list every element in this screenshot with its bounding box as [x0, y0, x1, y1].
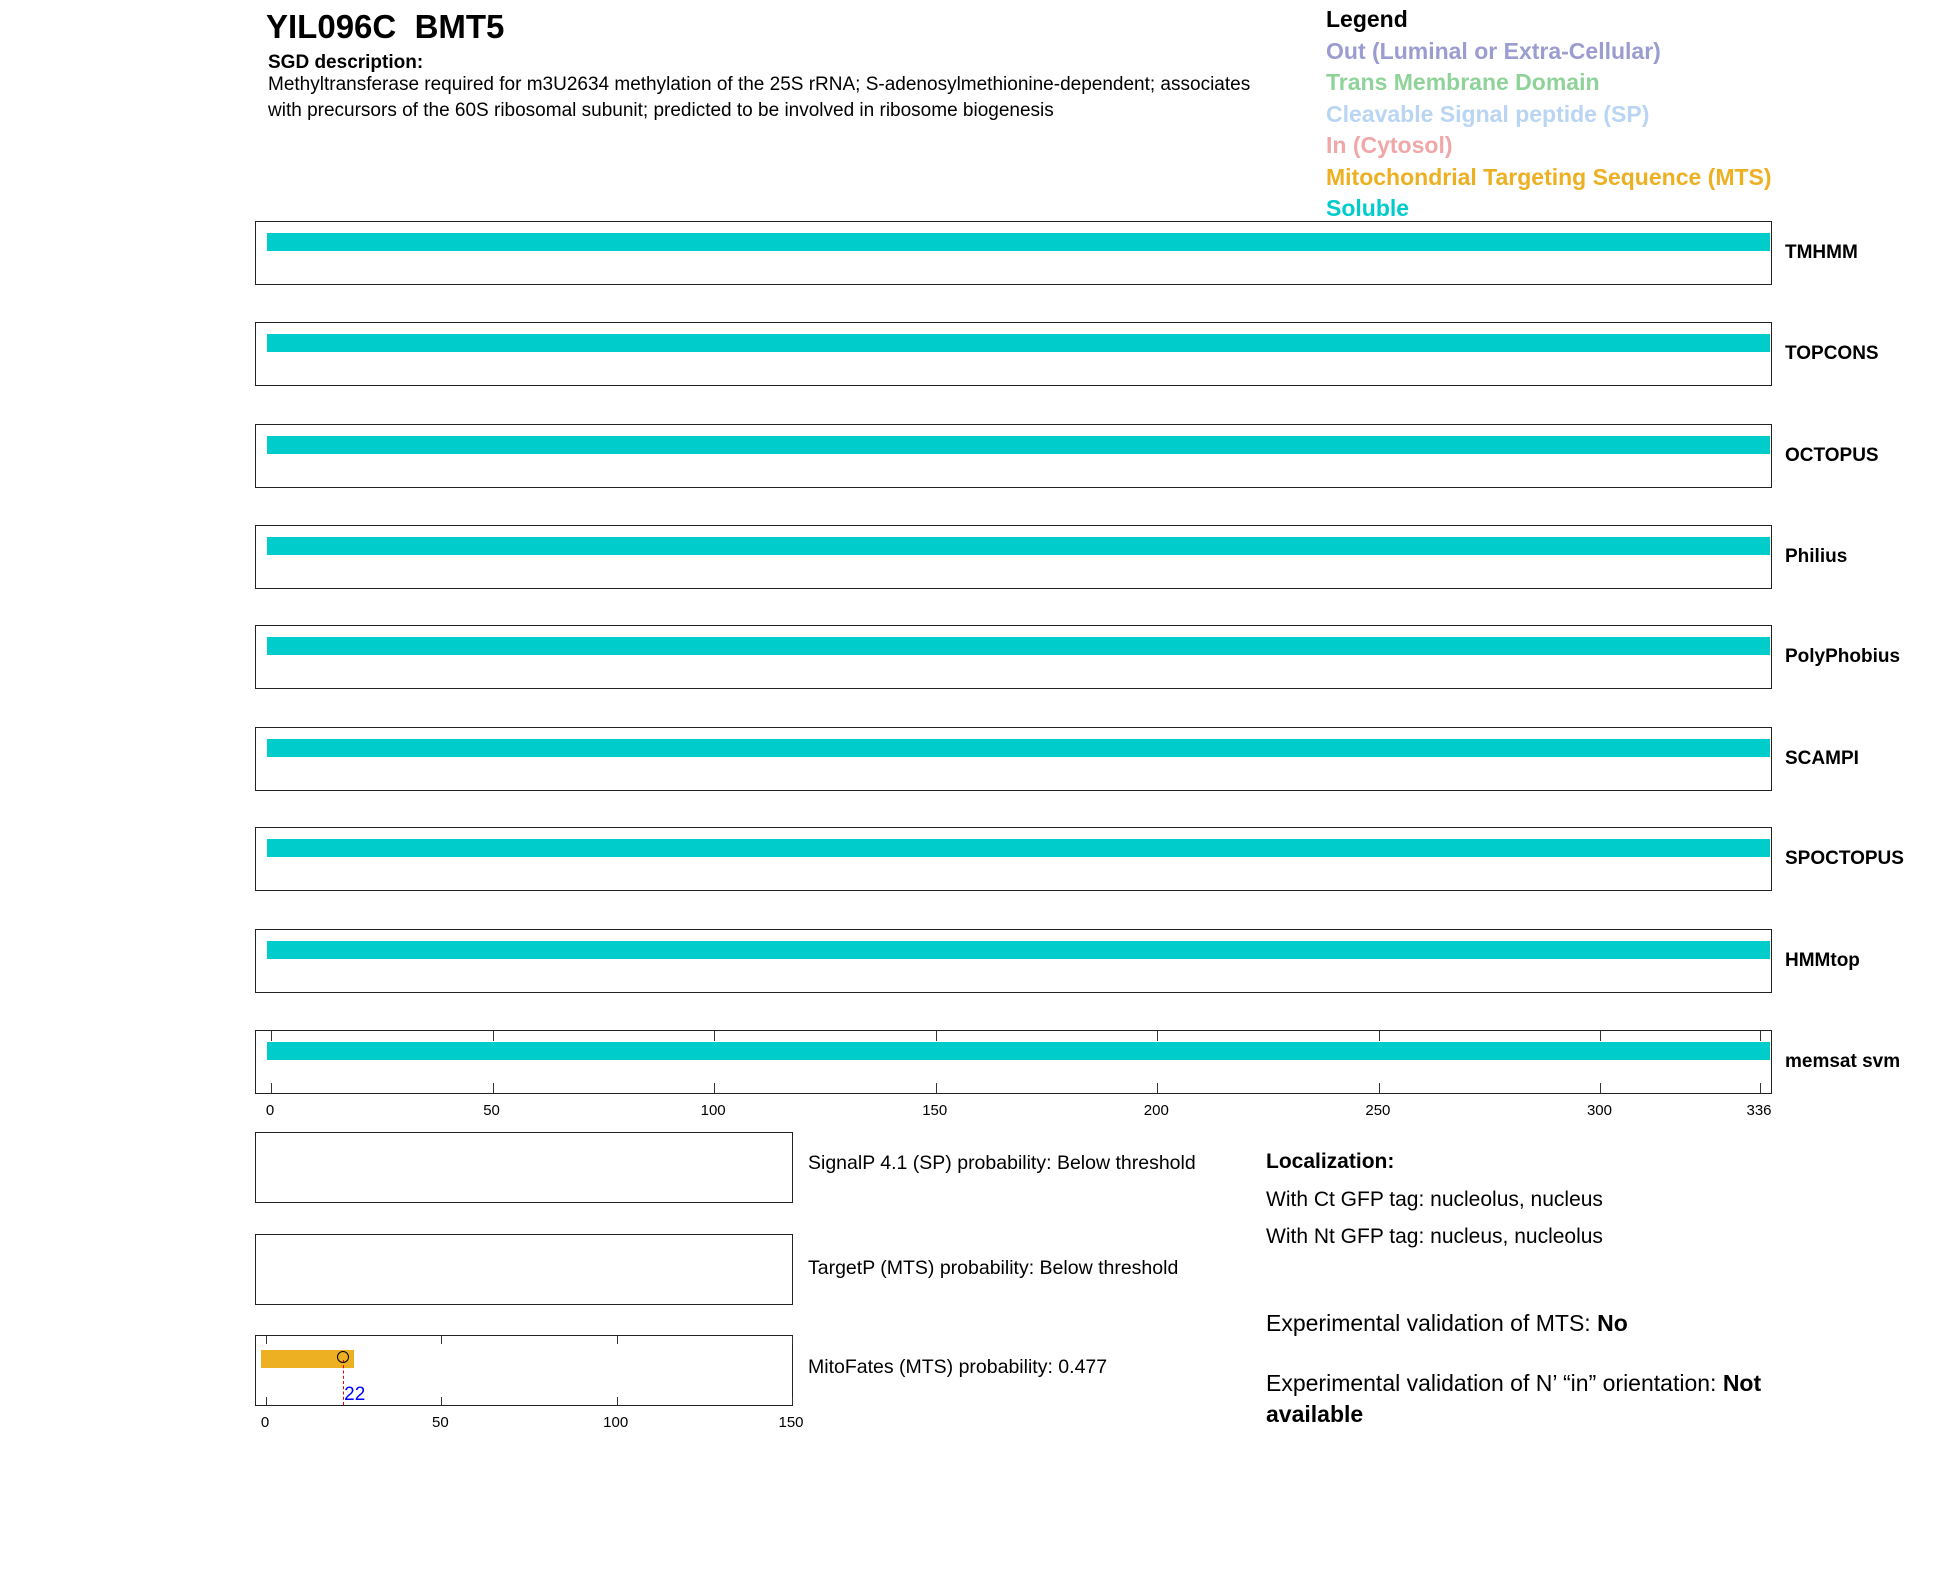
- tick-mark: [441, 1397, 443, 1405]
- predictor-box: 22: [255, 1335, 793, 1406]
- track-label: HMMtop: [1785, 950, 1860, 971]
- x-tick-label: 336: [1746, 1102, 1772, 1119]
- segment-soluble: [267, 436, 1770, 454]
- localization-heading: Localization:: [1266, 1150, 1395, 1173]
- track-polyphobius: [255, 625, 1772, 689]
- tick-mark: [935, 1083, 937, 1093]
- tick-mark: [1157, 1083, 1159, 1093]
- legend-item: Out (Luminal or Extra-Cellular): [1326, 37, 1661, 64]
- track-scampi: [255, 727, 1772, 791]
- x-tick-label: 300: [1586, 1102, 1612, 1119]
- predictor-box: [255, 1234, 793, 1305]
- segment-soluble: [267, 839, 1770, 857]
- track-label: PolyPhobius: [1785, 646, 1901, 667]
- x-tick-label: 50: [483, 1102, 500, 1119]
- tick-mark: [616, 1336, 618, 1344]
- tick-mark: [271, 1083, 272, 1093]
- x-tick-label: 0: [265, 1102, 275, 1119]
- track-hmmtop: [255, 929, 1772, 993]
- tick-mark: [792, 1336, 793, 1344]
- x-tick-label: 100: [603, 1414, 629, 1431]
- localization-nt: With Nt GFP tag: nucleus, nucleolus: [1266, 1225, 1603, 1248]
- tick-mark: [792, 1397, 793, 1405]
- segment-soluble: [267, 637, 1770, 655]
- track-topcons: [255, 322, 1772, 386]
- x-tick-label: 150: [778, 1414, 804, 1431]
- localization-ct: With Ct GFP tag: nucleolus, nucleus: [1266, 1188, 1603, 1211]
- track-tmhmm: [255, 221, 1772, 285]
- tick-mark: [492, 1031, 494, 1041]
- orientation-validation: Experimental validation of N’ “in” orien…: [1266, 1368, 1846, 1430]
- x-tick-label: 250: [1365, 1102, 1391, 1119]
- mts-validation-label: Experimental validation of MTS:: [1266, 1310, 1598, 1336]
- track-philius: [255, 525, 1772, 589]
- cleavage-label: 22: [344, 1384, 366, 1405]
- tick-mark: [1378, 1031, 1380, 1041]
- segment-soluble: [267, 941, 1770, 959]
- tick-mark: [1157, 1031, 1159, 1041]
- tick-mark: [1600, 1083, 1602, 1093]
- segment-soluble: [267, 334, 1770, 352]
- orientation-validation-label: Experimental validation of N’ “in” orien…: [1266, 1370, 1723, 1396]
- tick-mark: [492, 1083, 494, 1093]
- tick-mark: [714, 1083, 716, 1093]
- track-label: memsat svm: [1785, 1051, 1901, 1072]
- track-label: Philius: [1785, 546, 1848, 567]
- orientation-validation-value: Not available: [1266, 1370, 1762, 1427]
- tick-mark: [266, 1336, 267, 1344]
- segment-soluble: [267, 233, 1770, 251]
- tick-mark: [271, 1031, 272, 1041]
- segment-soluble: [267, 537, 1770, 555]
- x-tick-label: 200: [1143, 1102, 1169, 1119]
- legend: Legend Out (Luminal or Extra-Cellular) Tr…: [1326, 4, 1772, 225]
- track-label: OCTOPUS: [1785, 445, 1879, 466]
- legend-item: Mitochondrial Targeting Sequence (MTS): [1326, 163, 1772, 190]
- tick-mark: [1600, 1031, 1602, 1041]
- mts-validation: Experimental validation of MTS: No: [1266, 1310, 1628, 1337]
- track-label: SCAMPI: [1785, 748, 1859, 769]
- x-tick-label: 50: [431, 1414, 449, 1431]
- x-tick-label: 0: [260, 1414, 270, 1431]
- predictor-box: [255, 1132, 793, 1203]
- sgd-heading: SGD description:: [268, 52, 424, 73]
- tick-mark: [441, 1336, 443, 1344]
- legend-item: Trans Membrane Domain: [1326, 69, 1600, 95]
- track-memsat-svm: [255, 1030, 1772, 1094]
- cleavage-marker: [337, 1351, 350, 1363]
- track-octopus: [255, 424, 1772, 488]
- tick-mark: [1760, 1031, 1761, 1041]
- legend-item: Cleavable Signal peptide (SP): [1326, 100, 1650, 127]
- tick-mark: [266, 1397, 267, 1405]
- mts-validation-value: No: [1597, 1310, 1628, 1336]
- tick-mark: [714, 1031, 716, 1041]
- predictor-label: TargetP (MTS) probability: Below thresho…: [808, 1257, 1179, 1279]
- x-tick-label: 100: [700, 1102, 726, 1119]
- predictor-label: MitoFates (MTS) probability: 0.477: [808, 1356, 1108, 1378]
- sgd-description: Methyltransferase required for m3U2634 m…: [268, 74, 1251, 121]
- predictor-label: SignalP 4.1 (SP) probability: Below thre…: [808, 1152, 1196, 1174]
- x-tick-label: 150: [922, 1102, 948, 1119]
- tick-mark: [1760, 1083, 1761, 1093]
- track-label: SPOCTOPUS: [1785, 848, 1904, 869]
- page-title: YIL096C BMT5: [266, 8, 505, 45]
- track-label: TMHMM: [1785, 242, 1858, 263]
- legend-item: Soluble: [1326, 195, 1410, 221]
- cleavage-line: [343, 1360, 345, 1405]
- legend-title: Legend: [1326, 6, 1408, 32]
- tick-mark: [616, 1397, 618, 1405]
- tick-mark: [1378, 1083, 1380, 1093]
- mts-segment: [261, 1350, 354, 1368]
- segment-soluble: [267, 1042, 1770, 1060]
- segment-soluble: [267, 739, 1770, 757]
- track-label: TOPCONS: [1785, 343, 1879, 364]
- legend-item: In (Cytosol): [1326, 132, 1453, 158]
- tick-mark: [935, 1031, 937, 1041]
- track-spoctopus: [255, 827, 1772, 891]
